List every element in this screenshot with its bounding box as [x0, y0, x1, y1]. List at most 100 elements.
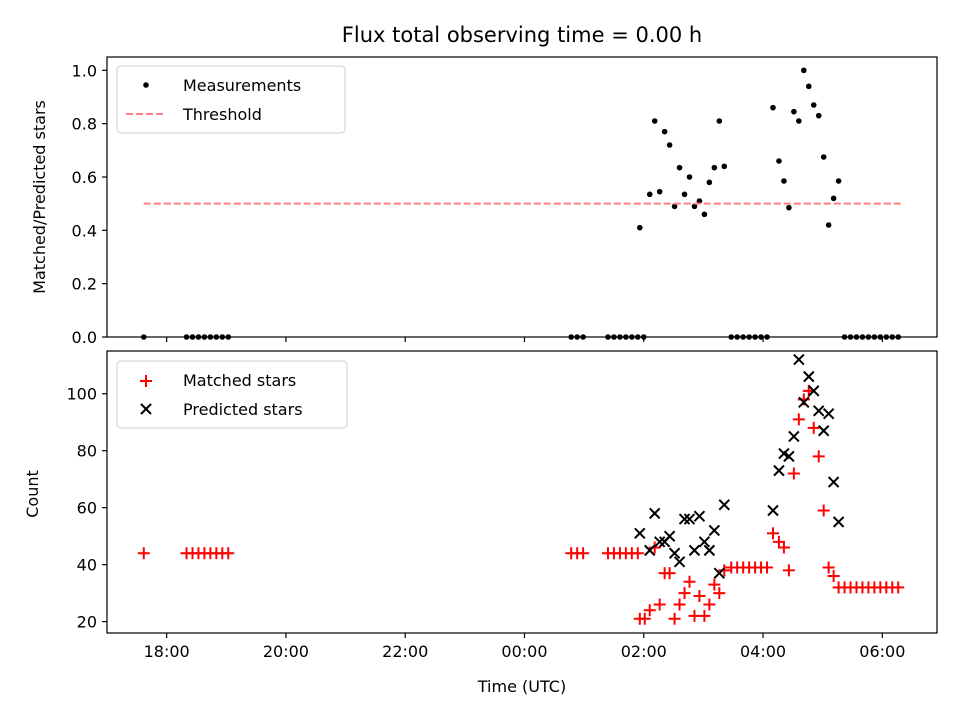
y-tick-label: 0.0	[72, 328, 97, 347]
measurement-point	[791, 108, 797, 115]
predicted-star-point	[673, 556, 686, 568]
measurement-point	[636, 224, 643, 231]
measurement-point	[686, 174, 693, 180]
top-chart-title: Flux total observing time = 0.00 h	[342, 23, 702, 47]
x-tick-label: 18:00	[144, 642, 190, 661]
matched-star-point	[718, 564, 731, 577]
bottom-plot-area: 18:00 20:00 22:00 00:00 02:00 04:00 06:00 20 40 6…	[66, 350, 938, 661]
matched-star-point	[822, 561, 835, 574]
measurement-point	[776, 158, 782, 164]
matched-star-point	[222, 547, 235, 560]
legend-predicted-marker	[140, 403, 152, 415]
matched-star-point	[817, 504, 830, 517]
series-matched-stars	[137, 384, 905, 625]
measurement-point	[671, 203, 678, 210]
measurement-point	[656, 188, 663, 195]
measurement-point	[701, 211, 708, 218]
predicted-star-point	[798, 396, 810, 408]
predicted-star-point	[708, 524, 721, 537]
matched-star-point	[653, 598, 666, 611]
measurement-point	[711, 164, 718, 171]
measurement-point	[810, 102, 817, 108]
y-tick-label: 60	[77, 499, 97, 518]
y-tick-label: 0.6	[72, 168, 97, 187]
matched-star-point	[792, 413, 805, 426]
matched-star-point	[892, 581, 905, 594]
plot-frame	[106, 56, 938, 338]
matched-star-point	[648, 541, 661, 554]
measurement-point	[796, 118, 802, 124]
matched-star-point	[663, 567, 676, 580]
legend-threshold-label: Threshold	[182, 105, 262, 124]
measurement-point	[716, 118, 723, 124]
measurement-point	[830, 195, 837, 202]
predicted-star-point	[813, 405, 825, 417]
bottom-y-axis-label: Count	[23, 470, 42, 518]
y-tick-label: 0.8	[72, 115, 97, 134]
measurement-point	[801, 67, 807, 74]
predicted-star-point	[773, 464, 785, 477]
predicted-star-point	[703, 544, 716, 557]
predicted-star-point	[688, 544, 701, 557]
matched-star-point	[638, 612, 651, 625]
y-tick-label: 40	[77, 556, 97, 575]
measurement-point	[651, 118, 658, 124]
bottom-legend: Matched stars Predicted stars	[116, 360, 348, 429]
matched-star-point	[668, 612, 681, 625]
matched-star-point	[631, 547, 644, 560]
matched-star-point	[683, 575, 696, 588]
matched-star-point	[782, 564, 795, 577]
measurement-point	[661, 128, 668, 135]
predicted-star-point	[663, 530, 676, 542]
y-tick-label: 100	[66, 385, 97, 404]
top-legend-box	[116, 65, 346, 134]
predicted-star-point	[822, 407, 835, 420]
predicted-star-point	[788, 430, 800, 443]
series-predicted-stars	[634, 353, 845, 579]
matched-star-point	[678, 587, 691, 600]
measurement-point	[691, 203, 698, 210]
matched-star-point	[766, 527, 779, 540]
top-plot-area: 0.0 0.2 0.4 0.6 0.8 1.0	[72, 56, 938, 347]
matched-star-point	[137, 547, 150, 560]
predicted-star-point	[808, 385, 820, 397]
x-tick-label: 00:00	[501, 642, 547, 661]
measurement-point	[721, 163, 728, 170]
predicted-star-point	[817, 425, 830, 437]
predicted-star-point	[713, 567, 726, 579]
measurement-point	[676, 164, 683, 171]
x-tick-label: 06:00	[859, 642, 905, 661]
predicted-star-point	[668, 547, 681, 559]
measurement-point	[696, 198, 703, 204]
matched-star-point	[787, 467, 800, 480]
measurement-point	[770, 104, 776, 111]
matched-star-point	[761, 561, 774, 574]
x-axis-label: Time (UTC)	[477, 677, 566, 696]
predicted-star-point	[767, 504, 779, 517]
predicted-star-point	[783, 450, 795, 463]
matched-star-point	[713, 587, 726, 600]
measurement-point	[666, 142, 673, 148]
predicted-star-point	[693, 510, 706, 522]
measurement-point	[706, 179, 713, 186]
predicted-star-point	[634, 527, 646, 540]
matched-star-point	[693, 589, 706, 602]
top-y-axis-label: Matched/Predicted stars	[30, 100, 49, 294]
matched-star-point	[673, 598, 686, 611]
predicted-star-point	[648, 507, 661, 520]
measurement-point	[815, 112, 822, 119]
y-tick-label: 80	[77, 442, 97, 461]
predicted-star-point	[803, 370, 815, 383]
matched-star-point	[777, 541, 790, 554]
measurement-point	[681, 191, 688, 198]
plot-frame	[106, 350, 938, 634]
predicted-star-point	[678, 513, 691, 525]
matched-star-point	[698, 609, 711, 622]
legend-matched-label: Matched stars	[183, 371, 296, 390]
legend-measurements-label: Measurements	[183, 76, 301, 95]
bottom-legend-box	[116, 360, 348, 429]
measurement-point	[825, 222, 832, 228]
y-tick-label: 20	[77, 613, 97, 632]
matched-star-point	[577, 547, 590, 560]
